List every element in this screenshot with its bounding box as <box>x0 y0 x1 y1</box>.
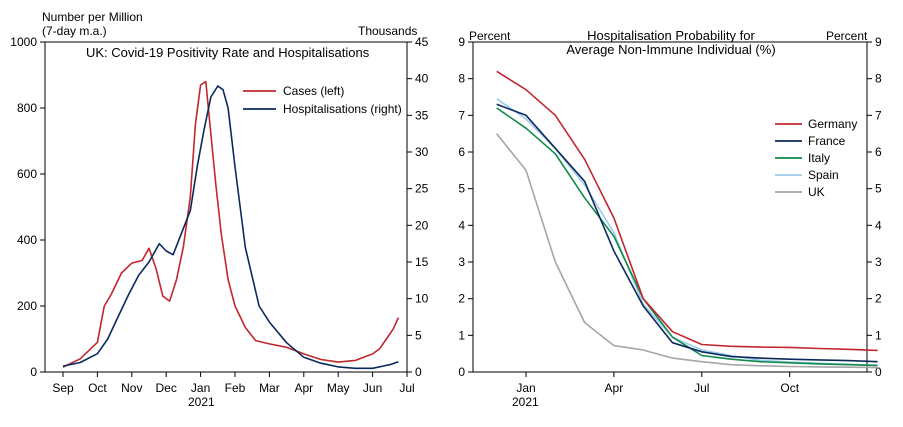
left-chart-title: UK: Covid-19 Positivity Rate and Hospita… <box>86 45 370 60</box>
left-ytick-right-label: 5 <box>415 328 422 342</box>
left-ytick-label: 1000 <box>10 35 37 49</box>
right-ytick-right-label: 2 <box>875 292 882 306</box>
right-ytick-right-label: 5 <box>875 182 882 196</box>
left-xtick-label: Nov <box>121 381 142 395</box>
right-ylabel-right: Percent <box>826 29 868 43</box>
legend-label-france: France <box>808 134 846 148</box>
right-ytick-label: 7 <box>458 108 465 122</box>
right-ytick-label: 8 <box>458 72 465 86</box>
series-line-germany <box>496 70 878 352</box>
left-ylabel-right: Thousands <box>358 24 417 38</box>
left-ytick-right-label: 15 <box>415 255 429 269</box>
right-y-ticks-left: 0 1 2 3 4 5 6 7 8 9 <box>458 35 473 379</box>
left-xtick-label: Jan <box>191 381 210 395</box>
right-ytick-right-label: 7 <box>875 108 882 122</box>
right-plot-frame <box>472 41 868 373</box>
series-line-france <box>496 103 878 363</box>
right-ytick-label: 5 <box>458 182 465 196</box>
legend-label-cases: Cases (left) <box>283 84 344 98</box>
left-ytick-right-label: 40 <box>415 72 429 86</box>
right-ytick-right-label: 1 <box>875 328 882 342</box>
right-ytick-label: 3 <box>458 255 465 269</box>
right-ytick-label: 9 <box>458 35 465 49</box>
left-year-label: 2021 <box>188 395 215 409</box>
right-chart-title-line1: Hospitalisation Probability for <box>587 28 755 43</box>
left-legend: Cases (left) Hospitalisations (right) <box>243 84 402 116</box>
left-xtick-label: Sep <box>52 381 74 395</box>
right-series-lines <box>496 70 878 369</box>
left-ytick-right-label: 35 <box>415 108 429 122</box>
left-xtick-label: Jun <box>363 381 382 395</box>
left-ytick-label: 0 <box>30 365 37 379</box>
right-chart-title-line2: Average Non-Immune Individual (%) <box>566 42 775 57</box>
right-xtick-label: Apr <box>605 381 624 395</box>
right-ytick-label: 4 <box>458 218 465 232</box>
right-ytick-label: 1 <box>458 328 465 342</box>
left-xtick-label: Jul <box>399 381 414 395</box>
left-ytick-label: 200 <box>17 299 37 313</box>
right-year-label: 2021 <box>512 395 539 409</box>
left-ylabel: Number per Million <box>42 10 143 24</box>
right-x-ticks: Jan Apr Jul Oct <box>516 372 800 395</box>
left-ytick-right-label: 25 <box>415 182 429 196</box>
series-line-uk <box>496 133 878 369</box>
right-ytick-right-label: 4 <box>875 218 882 232</box>
right-ytick-right-label: 0 <box>875 365 882 379</box>
left-xtick-label: May <box>327 381 350 395</box>
left-chart: Number per Million (7-day m.a.) Thousand… <box>10 10 428 409</box>
right-xtick-label: Jan <box>516 381 535 395</box>
left-ytick-right-label: 20 <box>415 218 429 232</box>
left-ylabel-sub: (7-day m.a.) <box>42 24 107 38</box>
right-legend: Germany France Italy Spain UK <box>775 117 857 199</box>
left-ytick-right-label: 45 <box>415 35 429 49</box>
legend-label-hospitalisations: Hospitalisations (right) <box>283 102 402 116</box>
left-xtick-label: Dec <box>156 381 177 395</box>
series-line-italy <box>496 107 878 367</box>
left-xtick-label: Feb <box>225 381 246 395</box>
left-y-ticks-right: 0 5 10 15 20 25 30 35 40 45 <box>407 35 429 379</box>
left-ytick-right-label: 30 <box>415 145 429 159</box>
right-ytick-right-label: 9 <box>875 35 882 49</box>
left-xtick-label: Apr <box>294 381 313 395</box>
left-plot-frame <box>44 41 408 373</box>
right-xtick-label: Jul <box>694 381 709 395</box>
left-ytick-label: 600 <box>17 167 37 181</box>
right-ytick-right-label: 3 <box>875 255 882 269</box>
legend-label-spain: Spain <box>808 168 839 182</box>
left-ytick-right-label: 10 <box>415 292 429 306</box>
left-xtick-label: Oct <box>88 381 107 395</box>
right-chart: Percent Percent Hospitalisation Probabil… <box>458 28 882 409</box>
right-ylabel-left: Percent <box>469 29 511 43</box>
right-ytick-label: 0 <box>458 365 465 379</box>
hospitalisations-series-line <box>62 85 399 370</box>
left-ytick-right-label: 0 <box>415 365 422 379</box>
legend-label-italy: Italy <box>808 151 830 165</box>
right-ytick-label: 2 <box>458 292 465 306</box>
right-ytick-label: 6 <box>458 145 465 159</box>
left-xtick-label: Mar <box>259 381 280 395</box>
left-ytick-label: 400 <box>17 233 37 247</box>
right-ytick-right-label: 8 <box>875 72 882 86</box>
legend-label-uk: UK <box>808 185 825 199</box>
right-ytick-right-label: 6 <box>875 145 882 159</box>
right-y-ticks-right: 0 1 2 3 4 5 6 7 8 9 <box>867 35 882 379</box>
legend-label-germany: Germany <box>808 117 857 131</box>
left-ytick-label: 800 <box>17 101 37 115</box>
right-xtick-label: Oct <box>780 381 799 395</box>
left-x-ticks: Sep Oct Nov Dec Jan Feb Mar Apr May Jun Jul <box>52 372 415 395</box>
left-y-ticks-left: 0 200 400 600 800 1000 <box>10 35 45 379</box>
